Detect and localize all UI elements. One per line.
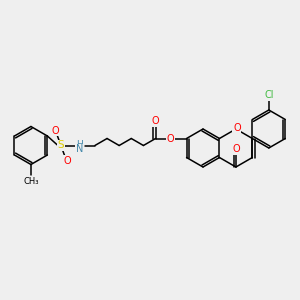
Text: Cl: Cl xyxy=(264,90,274,100)
Text: O: O xyxy=(63,155,71,166)
Text: O: O xyxy=(232,144,240,154)
Text: O: O xyxy=(233,123,241,133)
Text: O: O xyxy=(51,125,59,136)
Text: N: N xyxy=(76,145,84,154)
Text: S: S xyxy=(58,140,64,151)
Text: O: O xyxy=(152,116,159,127)
Text: CH₃: CH₃ xyxy=(23,177,39,186)
Text: O: O xyxy=(167,134,174,143)
Text: H: H xyxy=(76,140,83,149)
